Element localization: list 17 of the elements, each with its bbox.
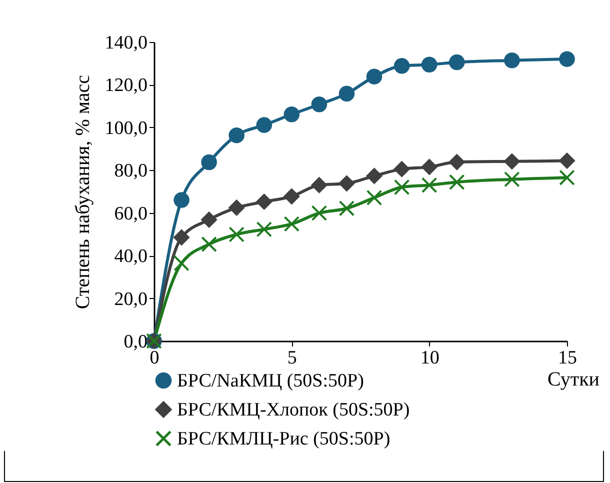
y-tick-label: 140,0 xyxy=(104,32,148,54)
x-axis-title: Сутки xyxy=(547,368,600,390)
legend-label: БРС/NaКМЦ (50S:50P) xyxy=(177,370,364,392)
legend-label: БРС/КМЛЦ-Рис (50S:50P) xyxy=(177,428,390,450)
x-tick-label: 15 xyxy=(558,348,577,368)
x-tick-label: 10 xyxy=(420,348,440,368)
y-tick-label: 0,0 xyxy=(124,332,148,352)
y-tick-label: 80,0 xyxy=(114,160,148,182)
x-tick-label: 5 xyxy=(287,348,297,368)
y-axis-title: Степень набухания, % масс xyxy=(72,74,94,310)
y-tick-label: 40,0 xyxy=(114,246,148,268)
y-tick-label: 120,0 xyxy=(104,75,148,96)
x-tick-label: 0 xyxy=(150,348,160,368)
y-tick-label: 100,0 xyxy=(104,118,148,139)
legend-label: БРС/КМЦ-Хлопок (50S:50P) xyxy=(177,400,410,420)
y-tick-label: 20,0 xyxy=(114,288,148,310)
y-tick-label: 60,0 xyxy=(114,203,148,224)
